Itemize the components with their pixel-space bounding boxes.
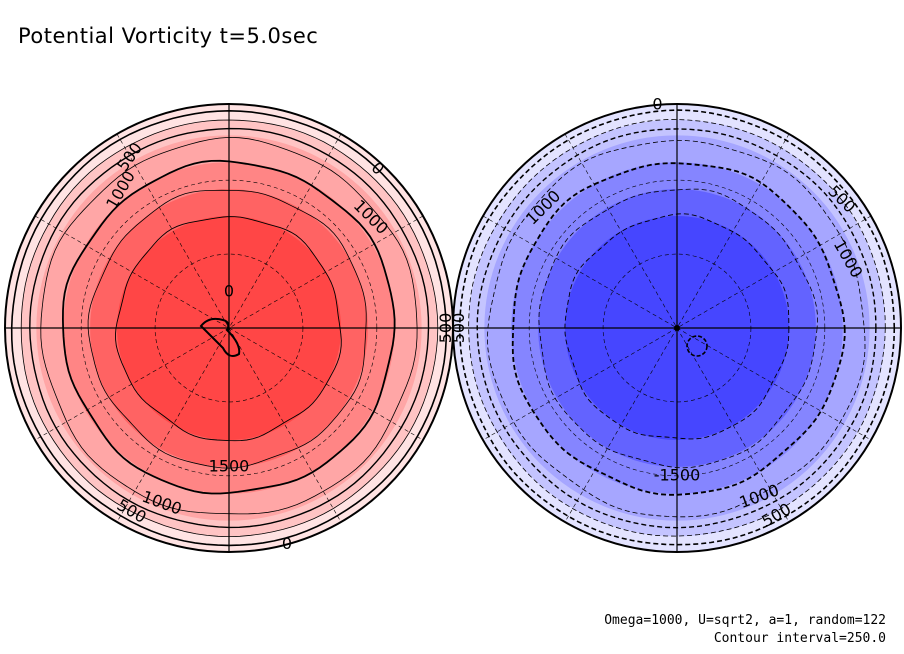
contour-label: 500 [449, 313, 468, 344]
contour-label: 1500 [209, 456, 250, 475]
contour-label: 0 [652, 94, 662, 113]
grid-spoke [34, 215, 424, 441]
contour-label: 0 [224, 282, 234, 301]
disc-rim [452, 103, 902, 553]
contour-interval-text: Contour interval=250.0 [713, 631, 886, 646]
pole-marker [674, 325, 680, 331]
grid-spoke [34, 215, 424, 441]
vortex-core-contour [199, 317, 241, 357]
contour-label: 500 [436, 313, 455, 344]
contour-label: 0 [282, 534, 292, 553]
footer-annotation: Omega=1000, U=sqrt2, a=1, random=122 Con… [604, 612, 886, 648]
chart-title: Potential Vorticity t=5.0sec [18, 24, 319, 48]
contour-label: -1500 [654, 465, 701, 484]
vortex-core-contour [686, 335, 708, 357]
parameters-text: Omega=1000, U=sqrt2, a=1, random=122 [604, 613, 886, 628]
